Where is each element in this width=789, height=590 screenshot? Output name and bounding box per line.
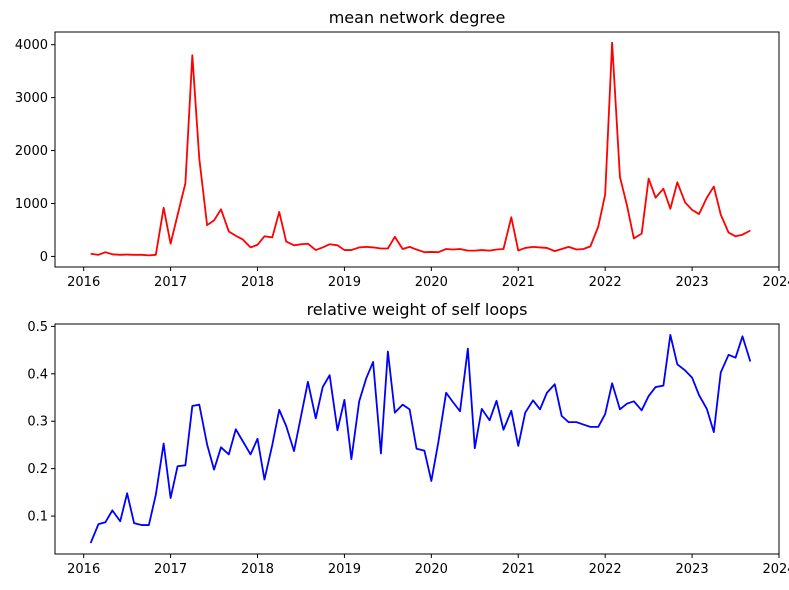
self-loops-axes-frame — [54, 323, 780, 555]
degree-x-tick-label: 2021 — [502, 275, 535, 290]
degree-x-tick-label: 2024 — [762, 275, 789, 290]
self-loops-x-tick-label: 2019 — [328, 562, 361, 577]
degree-x-tick-label: 2019 — [328, 275, 361, 290]
degree-y-tick-label: 3000 — [15, 91, 48, 106]
self-loops-x-tick-label: 2022 — [589, 562, 622, 577]
degree-x-tick-label: 2022 — [589, 275, 622, 290]
degree-y-tick-label: 0 — [40, 250, 48, 265]
self-loops-series-line — [89, 334, 752, 544]
self-loops-y-tick-label: 0.3 — [27, 415, 48, 430]
self-loops-y-tick-label: 0.4 — [27, 367, 48, 382]
degree-y-tick-label: 2000 — [15, 144, 48, 159]
degree-x-tick-label: 2017 — [154, 275, 187, 290]
self-loops-x-tick-label: 2018 — [241, 562, 274, 577]
self-loops-x-tick-label: 2017 — [154, 562, 187, 577]
self-loops-x-tick-label: 2021 — [502, 562, 535, 577]
self-loops-x-tick-label: 2024 — [762, 562, 789, 577]
degree-axes-frame — [54, 31, 780, 268]
degree-chart-title: mean network degree — [329, 8, 506, 27]
self-loops-x-tick-label: 2023 — [676, 562, 709, 577]
self-loops-x-tick-label: 2020 — [415, 562, 448, 577]
degree-y-tick-label: 1000 — [15, 197, 48, 212]
self-loops-y-tick-label: 0.2 — [27, 462, 48, 477]
self-loops-x-tick-label: 2016 — [67, 562, 100, 577]
degree-x-tick-label: 2023 — [676, 275, 709, 290]
degree-x-tick-label: 2018 — [241, 275, 274, 290]
degree-x-tick-label: 2020 — [415, 275, 448, 290]
degree-y-tick-label: 4000 — [15, 38, 48, 53]
mean-network-degree-panel: mean network degree 2016 2017 2018 2019 2020 2… — [15, 8, 789, 290]
self-loops-chart-title: relative weight of self loops — [307, 300, 528, 319]
self-loops-weight-panel: relative weight of self loops 2016 2017 201… — [27, 300, 789, 577]
degree-x-tick-label: 2016 — [67, 275, 100, 290]
self-loops-y-tick-label: 0.1 — [27, 510, 48, 525]
degree-series-line — [90, 41, 751, 257]
self-loops-y-tick-label: 0.5 — [27, 320, 48, 335]
